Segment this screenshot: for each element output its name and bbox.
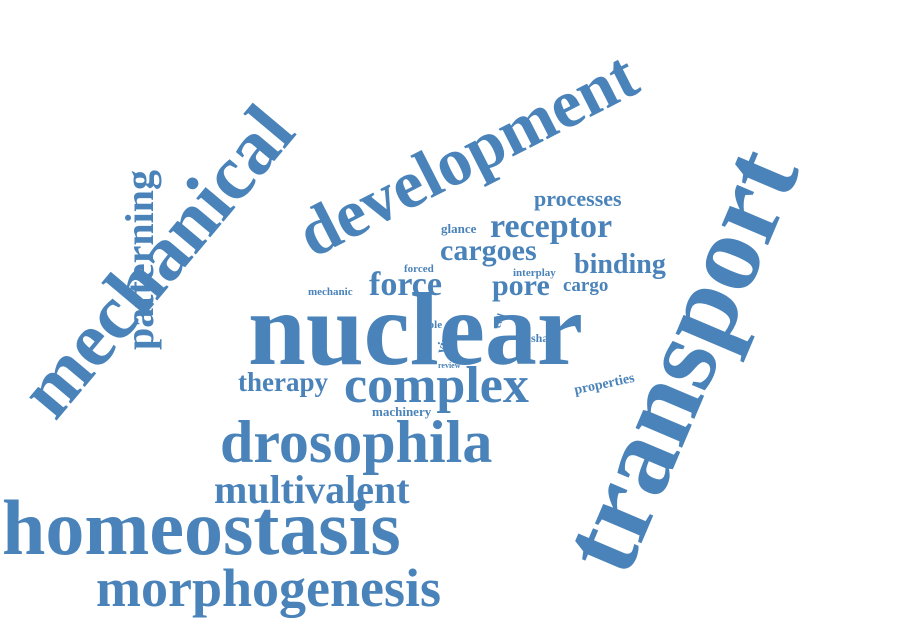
word-therapy: therapy xyxy=(238,367,328,397)
word-nuclear: nuclear xyxy=(248,272,584,387)
word-glance: glance xyxy=(441,221,477,236)
word-homeostasis: homeostasis xyxy=(2,484,401,571)
word-pore: pore xyxy=(492,269,550,302)
word-drosophila: drosophila xyxy=(220,409,493,475)
word-processes: processes xyxy=(534,186,622,211)
word-morphogenesis: morphogenesis xyxy=(96,558,442,618)
word-cargoes: cargoes xyxy=(440,234,537,267)
word-complex: complex xyxy=(344,357,529,414)
word-receptor: receptor xyxy=(490,208,613,245)
word-mechanic: mechanic xyxy=(308,286,353,298)
word-patterning: patterning xyxy=(117,170,162,350)
word-multivalent: multivalent xyxy=(214,467,410,512)
word-interplay: interplay xyxy=(513,267,556,279)
word-forced: forced xyxy=(404,263,434,275)
word-review: review xyxy=(438,361,461,370)
word-role: role xyxy=(424,319,443,331)
word-cargo: cargo xyxy=(563,275,609,296)
word-machinery: machinery xyxy=(372,404,432,419)
word-force: force xyxy=(369,266,442,303)
word-binding: binding xyxy=(574,249,666,280)
word-shape: shape xyxy=(531,331,561,345)
